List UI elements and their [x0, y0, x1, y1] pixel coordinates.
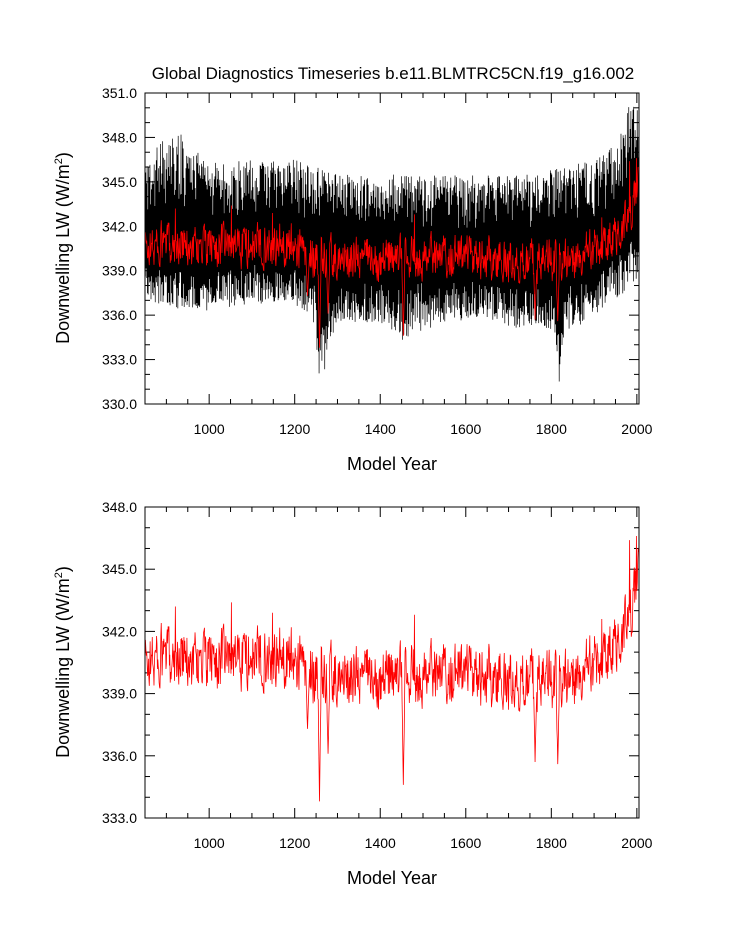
top-panel-x-tick-label: 1400: [365, 421, 396, 437]
top-panel-y-tick-label: 333.0: [102, 352, 137, 368]
bottom-panel-x-tick-label: 2000: [621, 835, 652, 851]
top-panel-y-axis-title-superscript: 2: [53, 158, 65, 164]
bottom-panel-x-tick-labels: 1000 1200 1400 1600 1800 2000: [194, 835, 653, 851]
bottom-panel-x-axis-title: Model Year: [347, 868, 437, 888]
bottom-panel-y-axis-title-close: ): [53, 566, 73, 572]
bottom-panel-frame: [144, 506, 640, 819]
bottom-panel-series: [145, 536, 639, 802]
top-panel-x-tick-label: 1800: [536, 421, 567, 437]
top-panel-y-tick-label: 339.0: [102, 263, 137, 279]
bottom-panel-y-axis-title-main: Downwelling LW (W/m: [53, 578, 73, 758]
bottom-panel-y-tick-label: 348.0: [102, 499, 137, 515]
bottom-panel-y-tick-label: 336.0: [102, 748, 137, 764]
bottom-panel-y-tick-label: 333.0: [102, 810, 137, 826]
top-panel: 330.0 333.0 336.0 339.0 342.0 345.0 348.0 351.0…: [53, 85, 653, 474]
top-panel-y-tick-label: 348.0: [102, 129, 137, 145]
top-panel-y-axis-title: Downwelling LW (W/m2): [53, 152, 73, 344]
bottom-panel-y-axis-title: Downwelling LW (W/m2): [53, 566, 73, 758]
bottom-panel-y-axis-title-superscript: 2: [53, 572, 65, 578]
top-panel-y-tick-label: 342.0: [102, 218, 137, 234]
top-panel-x-tick-label: 1000: [194, 421, 225, 437]
top-panel-y-tick-labels: 330.0 333.0 336.0 339.0 342.0 345.0 348.0 351.0: [102, 85, 137, 412]
bottom-panel-x-tick-label: 1800: [536, 835, 567, 851]
bottom-panel-y-tick-label: 345.0: [102, 561, 137, 577]
bottom-panel-y-tick-label: 339.0: [102, 686, 137, 702]
top-panel-x-tick-label: 1600: [450, 421, 481, 437]
top-panel-y-tick-label: 345.0: [102, 174, 137, 190]
annual-mean-series-line: [145, 158, 639, 348]
annual-mean-series-line: [145, 536, 639, 802]
top-panel-x-axis-title: Model Year: [347, 454, 437, 474]
bottom-panel-y-tick-labels: 333.0 336.0 339.0 342.0 345.0 348.0: [102, 499, 137, 826]
top-panel-series: [145, 106, 639, 382]
top-panel-x-tick-labels: 1000 1200 1400 1600 1800 2000: [194, 421, 653, 437]
bottom-panel-x-tick-label: 1400: [365, 835, 396, 851]
top-panel-y-tick-label: 336.0: [102, 307, 137, 323]
chart-title: Global Diagnostics Timeseries b.e11.BLMT…: [152, 64, 635, 83]
top-panel-y-axis-title-main: Downwelling LW (W/m: [53, 164, 73, 344]
bottom-panel-y-tick-label: 342.0: [102, 623, 137, 639]
bottom-panel-x-tick-label: 1000: [194, 835, 225, 851]
top-panel-y-tick-label: 351.0: [102, 85, 137, 101]
bottom-panel-x-tick-label: 1200: [279, 835, 310, 851]
top-panel-y-axis-title-close: ): [53, 152, 73, 158]
top-panel-x-tick-label: 2000: [621, 421, 652, 437]
top-panel-y-tick-label: 330.0: [102, 396, 137, 412]
top-panel-frame: [144, 92, 640, 405]
top-panel-x-tick-label: 1200: [279, 421, 310, 437]
bottom-panel-x-tick-label: 1600: [450, 835, 481, 851]
